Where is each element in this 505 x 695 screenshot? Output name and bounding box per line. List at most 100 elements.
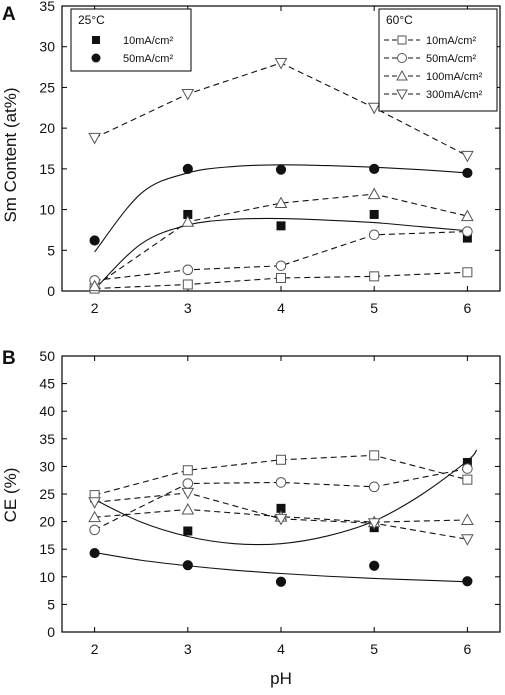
y-tick-label: 30 <box>39 458 55 474</box>
panel-a-series-0-point <box>369 209 379 219</box>
x-tick-label: 2 <box>91 300 99 316</box>
panel-a-series-5-point <box>367 102 381 115</box>
panel-b-series-1-point <box>462 576 473 587</box>
y-tick-label: 35 <box>39 431 55 447</box>
y-tick-label: 0 <box>47 624 55 640</box>
y-tick-label: 10 <box>39 569 55 585</box>
panel-b-series-1-point <box>275 576 287 587</box>
legend-25c-box <box>70 8 192 72</box>
panel-b-series-1-point <box>182 560 193 571</box>
legend-marker-square-filled <box>92 36 100 44</box>
panel-a-series-0-point <box>276 221 286 231</box>
panel-b-series-3-point <box>182 478 194 489</box>
panel-b-series-5-point <box>181 487 195 500</box>
legend-25c-label-10: 10mA/cm² <box>123 35 173 47</box>
panel-a-series-1-point <box>369 163 380 174</box>
panel-b-x-axis: 2 3 4 5 6 <box>91 356 471 657</box>
panel-a-series-3-line <box>94 231 468 281</box>
panel-a-ylabel: Sm Content (at%) <box>1 87 20 222</box>
y-tick-label: 45 <box>39 376 55 392</box>
x-tick-label: 3 <box>184 641 192 657</box>
panel-b-letter: B <box>2 348 16 369</box>
legend-60c-title: 60°C <box>386 13 413 27</box>
panel-b-series-3-point <box>368 481 380 493</box>
panel-a-series-1-point <box>462 167 473 179</box>
panel-b-ylabel: CE (%) <box>1 468 20 523</box>
panel-a-series-1-point <box>275 164 287 175</box>
panel-a-series-2-point <box>369 271 380 282</box>
y-tick-label: 40 <box>39 403 55 419</box>
y-tick-label: 5 <box>47 596 55 612</box>
panel-b-series-5-point <box>88 497 101 509</box>
x-tick-label: 6 <box>463 641 471 657</box>
y-tick-label: 5 <box>47 242 55 258</box>
panel-b-series-5-point <box>367 518 381 530</box>
legend-60c-label-10: 10mA/cm² <box>426 35 476 47</box>
panel-b-series-5-point <box>274 513 288 526</box>
panel-a-series-1-point <box>182 163 193 174</box>
panel-a-series-2-line <box>94 271 468 290</box>
legend-marker-triangle-up-open <box>396 69 408 81</box>
panel-a-series-4-line <box>94 193 468 287</box>
panel-b-series-1-point <box>89 547 100 559</box>
panel-b-series-5-point <box>461 534 474 546</box>
legend-25c-label-50: 50mA/cm² <box>123 53 173 65</box>
x-tick-label: 2 <box>91 641 99 657</box>
y-tick-label: 35 <box>39 0 55 14</box>
panel-a-series-1-point <box>89 235 100 246</box>
panel-b-y-axis: 0 5 10 15 20 25 30 35 40 45 50 <box>39 348 500 640</box>
y-tick-label: 15 <box>39 161 55 177</box>
panel-a-series-5-point <box>461 150 474 163</box>
panel-a-series-3-point <box>182 264 194 276</box>
panel-b-series-1-point <box>369 560 380 571</box>
legend-60c-label-100: 100mA/cm² <box>426 71 483 83</box>
panel-a-series-4-point <box>88 279 101 292</box>
panel-a-series-1-line <box>94 164 468 253</box>
panel-b-series-0-line <box>94 449 478 546</box>
y-tick-label: 15 <box>39 541 55 557</box>
panel-a-series-3-point <box>368 229 380 241</box>
panel-a-series-0-line <box>94 217 468 290</box>
panel-b-series-2-point <box>276 454 286 465</box>
x-tick-label: 6 <box>463 300 471 316</box>
y-tick-label: 25 <box>39 486 55 502</box>
legend-marker-square-open <box>397 35 407 45</box>
panel-b-xlabel: pH <box>270 669 292 688</box>
panel-b-series <box>88 449 478 587</box>
panel-a-series-3-point <box>275 260 287 272</box>
x-tick-label: 5 <box>370 300 378 316</box>
panel-b-series-3-line <box>94 468 468 531</box>
legend-marker-triangle-down-open <box>396 89 408 101</box>
panel-a-y-axis: 0 5 10 15 20 25 30 35 <box>39 0 500 299</box>
legend-marker-circle-open <box>397 53 407 63</box>
y-tick-label: 20 <box>39 514 55 530</box>
legend-25c: 25°C 10mA/cm² 50mA/cm² <box>70 8 192 72</box>
y-tick-label: 30 <box>39 39 55 55</box>
panel-a-series-4-point <box>181 215 195 227</box>
legend-60c: 60°C 10mA/cm² 50mA/cm² 100mA/cm² 300mA/c… <box>378 8 498 112</box>
panel-b-series-4-point <box>88 510 101 523</box>
x-tick-label: 4 <box>277 300 285 316</box>
y-tick-label: 25 <box>39 79 55 95</box>
panel-b-series-4-point <box>181 502 195 515</box>
panel-b-series-2-point <box>369 450 380 461</box>
panel-b-series-4-point <box>461 513 474 525</box>
y-tick-label: 50 <box>39 348 55 364</box>
panel-a-series-5-point <box>274 58 288 70</box>
y-tick-label: 10 <box>39 202 55 218</box>
x-tick-label: 4 <box>277 641 285 657</box>
panel-a-series-2-point <box>276 272 286 283</box>
x-tick-label: 3 <box>184 300 192 316</box>
panel-a-series-4-point <box>274 196 288 209</box>
panel-b-series-1-line <box>94 551 468 583</box>
panel-b-series-2-point <box>182 465 193 476</box>
panel-a-series-4-point <box>367 187 381 200</box>
x-tick-label: 5 <box>370 641 378 657</box>
panel-b-series-3-point <box>275 477 287 488</box>
legend-25c-title: 25°C <box>78 13 105 27</box>
panel-a-series <box>88 58 474 294</box>
panel-a-letter: A <box>2 4 16 25</box>
legend-marker-circle-filled <box>91 53 101 63</box>
